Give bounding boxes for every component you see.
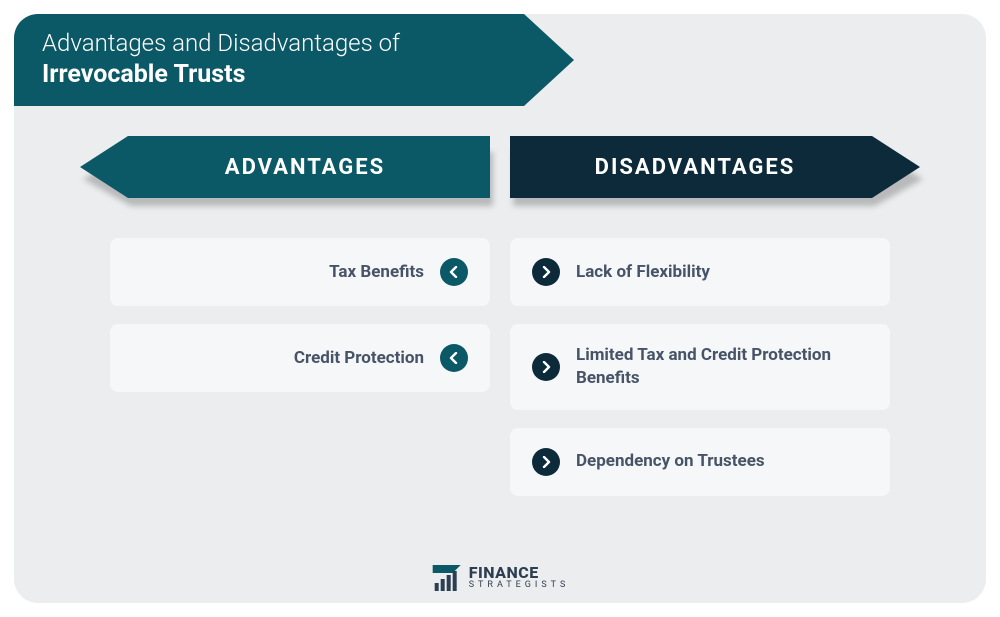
list-item: Limited Tax and Credit Protection Benefi… [510,324,890,410]
advantages-column: ADVANTAGES Tax Benefits Credit Protectio… [80,136,490,496]
logo-mark-icon [431,561,463,593]
logo-text: FINANCE STRATEGISTS [469,565,570,590]
chevron-left-icon [440,258,468,286]
disadvantages-list: Lack of Flexibility Limited Tax and Cred… [510,238,920,496]
chevron-right-icon [532,448,560,476]
list-item: Dependency on Trustees [510,428,890,496]
disadvantages-arrow: DISADVANTAGES [510,136,920,214]
advantages-label: ADVANTAGES [80,136,490,198]
title-line-1: Advantages and Disadvantages of [42,28,400,59]
title-line-2: Irrevocable Trusts [42,59,400,92]
item-text: Lack of Flexibility [576,261,710,284]
columns-container: ADVANTAGES Tax Benefits Credit Protectio… [14,136,986,496]
item-text: Credit Protection [294,347,424,370]
disadvantages-label: DISADVANTAGES [510,136,920,198]
chevron-left-icon [440,344,468,372]
list-item: Credit Protection [110,324,490,392]
chevron-right-icon [532,258,560,286]
disadvantages-column: DISADVANTAGES Lack of Flexibility Limite… [510,136,920,496]
list-item: Lack of Flexibility [510,238,890,306]
advantages-arrow: ADVANTAGES [80,136,490,214]
advantages-list: Tax Benefits Credit Protection [80,238,490,392]
logo-secondary: STRATEGISTS [469,581,570,590]
chevron-right-icon [532,353,560,381]
item-text: Limited Tax and Credit Protection Benefi… [576,344,868,390]
item-text: Tax Benefits [329,261,424,284]
logo: FINANCE STRATEGISTS [431,561,570,593]
item-text: Dependency on Trustees [576,450,765,473]
title-text: Advantages and Disadvantages of Irrevoca… [14,28,400,92]
logo-primary: FINANCE [469,565,570,581]
title-banner: Advantages and Disadvantages of Irrevoca… [14,14,574,106]
list-item: Tax Benefits [110,238,490,306]
infographic-card: Advantages and Disadvantages of Irrevoca… [14,14,986,603]
